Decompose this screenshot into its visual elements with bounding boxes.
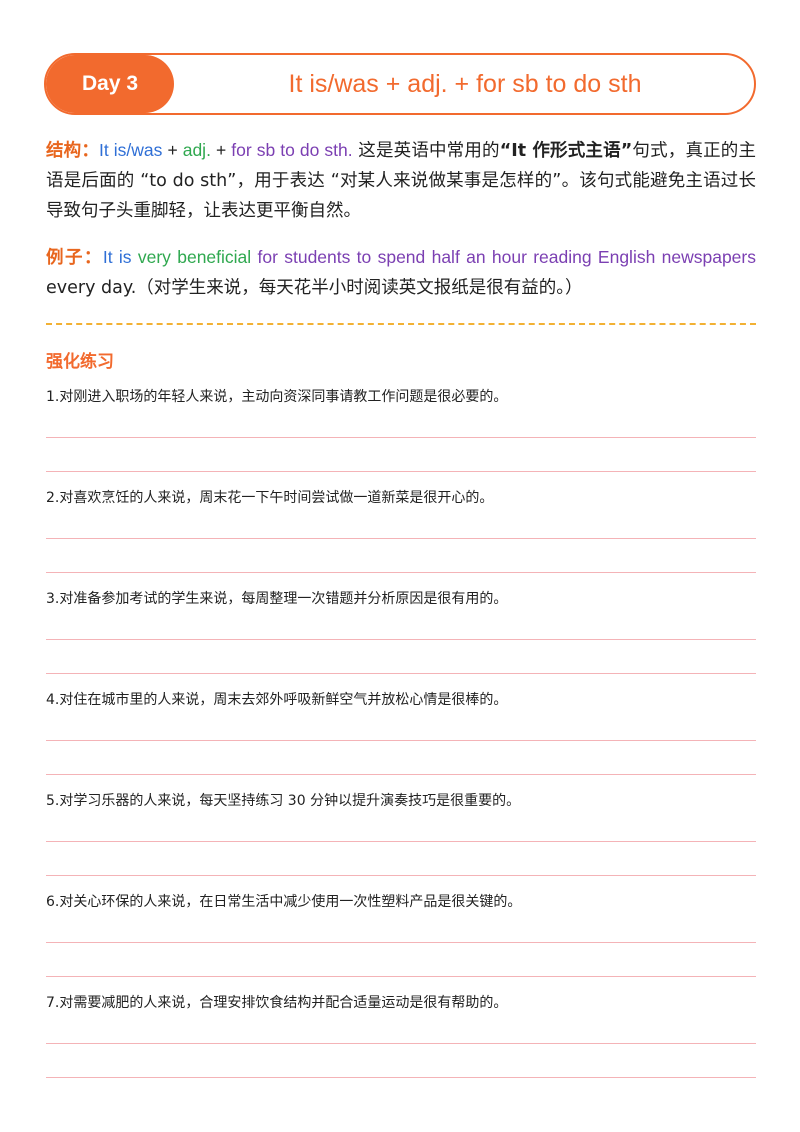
structure-plus-2: + [210, 140, 232, 160]
answer-line[interactable] [46, 538, 756, 539]
practice-question: 6.对关心环保的人来说，在日常生活中减少使用一次性塑料产品是很关键的。 [46, 894, 522, 910]
example-label: 例子： [46, 248, 103, 268]
answer-line[interactable] [46, 875, 756, 876]
structure-plus-1: + [162, 140, 183, 160]
answer-line[interactable] [46, 740, 756, 741]
structure-adj-part: adj. [182, 140, 211, 160]
structure-paragraph: 结构：It is/was + adj. + for sb to do sth. … [46, 135, 756, 226]
structure-text-2: 句式，真正的主语是后面的 “to do sth”，用于表达 “对某人来说做某事是… [46, 141, 756, 221]
practice-title: 强化练习 [46, 352, 114, 372]
example-paragraph: 例子：It is very beneficial for students to… [46, 242, 756, 303]
practice-question: 7.对需要减肥的人来说，合理安排饮食结构并配合适量运动是很有帮助的。 [46, 995, 508, 1011]
example-adj-part: very beneficial [137, 247, 258, 267]
structure-text-1: 这是英语中常用的 [352, 141, 500, 161]
structure-bold-term: “It 作形式主语” [499, 141, 633, 161]
practice-question: 3.对准备参加考试的学生来说，每周整理一次错题并分析原因是很有用的。 [46, 591, 508, 607]
practice-question: 4.对住在城市里的人来说，周末去郊外呼吸新鲜空气并放松心情是很棒的。 [46, 692, 508, 708]
answer-line[interactable] [46, 471, 756, 472]
practice-question: 5.对学习乐器的人来说，每天坚持练习 30 分钟以提升演奏技巧是很重要的。 [46, 793, 521, 809]
answer-line[interactable] [46, 841, 756, 842]
answer-line[interactable] [46, 942, 756, 943]
answer-line[interactable] [46, 1043, 756, 1044]
day-label: Day 3 [46, 55, 174, 113]
example-rest: every day.（对学生来说，每天花半小时阅读英文报纸是很有益的。） [46, 278, 583, 298]
structure-it-part: It is/was [99, 140, 163, 160]
page-title: It is/was + adj. + for sb to do sth [288, 69, 642, 98]
answer-line[interactable] [46, 976, 756, 977]
answer-line[interactable] [46, 639, 756, 640]
answer-line[interactable] [46, 774, 756, 775]
example-it-part: It is [102, 247, 138, 267]
answer-line[interactable] [46, 1077, 756, 1078]
answer-line[interactable] [46, 572, 756, 573]
answer-line[interactable] [46, 673, 756, 674]
structure-for-part: for sb to do sth. [231, 140, 353, 160]
structure-label: 结构： [46, 141, 100, 161]
answer-line[interactable] [46, 437, 756, 438]
example-for-part: for students to spend half an hour readi… [257, 247, 756, 267]
practice-question: 1.对刚进入职场的年轻人来说，主动向资深同事请教工作问题是很必要的。 [46, 389, 508, 405]
section-divider [46, 323, 756, 325]
practice-question: 2.对喜欢烹饪的人来说，周末花一下午时间尝试做一道新菜是很开心的。 [46, 490, 494, 506]
day-header-banner: Day 3 It is/was + adj. + for sb to do st… [44, 53, 756, 115]
